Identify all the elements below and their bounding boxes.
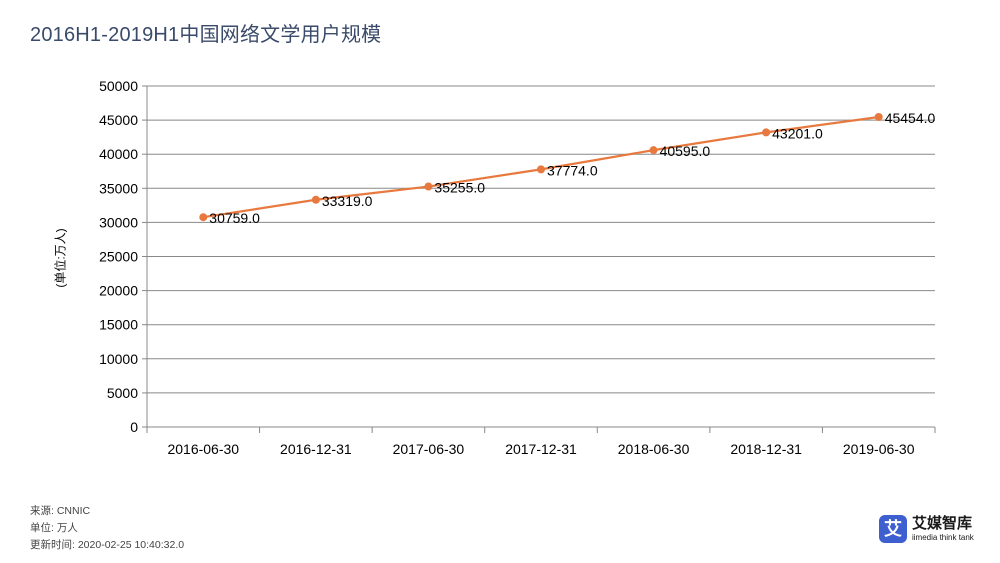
x-tick-label: 2018-12-31	[730, 441, 802, 457]
y-tick-label: 30000	[99, 214, 138, 230]
y-tick-label: 25000	[99, 249, 138, 265]
data-point	[424, 182, 433, 191]
data-label: 35255.0	[434, 180, 485, 196]
updated-note: 更新时间: 2020-02-25 10:40:32.0	[30, 539, 185, 551]
data-label: 33319.0	[322, 193, 373, 209]
x-tick-label: 2019-06-30	[843, 441, 915, 457]
iimedia-logo: 艾 艾媒智库 iimedia think tank	[879, 515, 979, 543]
y-tick-label: 45000	[99, 112, 138, 128]
x-tick-label: 2017-06-30	[393, 441, 465, 457]
chart-footer: 来源: CNNIC 单位: 万人 更新时间: 2020-02-25 10:40:…	[30, 503, 184, 554]
logo-badge-icon: 艾	[879, 515, 907, 543]
y-tick-label: 35000	[99, 180, 138, 196]
data-label: 43201.0	[772, 125, 823, 141]
x-tick-label: 2018-06-30	[618, 441, 690, 457]
data-point	[649, 146, 658, 155]
x-tick-label: 2016-12-31	[280, 441, 352, 457]
source-note: 来源: CNNIC	[30, 505, 91, 517]
data-label: 40595.0	[660, 143, 711, 159]
data-point	[537, 165, 545, 174]
data-point	[874, 113, 883, 122]
data-label: 37774.0	[547, 162, 598, 178]
y-tick-label: 10000	[99, 351, 138, 367]
y-tick-label: 0	[130, 419, 138, 435]
x-tick-label: 2016-06-30	[167, 441, 239, 457]
data-point	[199, 213, 208, 222]
data-point	[311, 195, 320, 204]
x-tick-label: 2017-12-31	[505, 441, 577, 457]
data-label: 45454.0	[885, 110, 936, 126]
logo-english-name: iimedia think tank	[912, 533, 974, 542]
y-tick-label: 20000	[99, 283, 138, 299]
data-label: 30759.0	[209, 210, 260, 226]
y-tick-label: 50000	[99, 78, 138, 94]
logo-name: 艾媒智库	[912, 515, 973, 532]
chart-title: 2016H1-2019H1中国网络文学用户规模	[30, 24, 382, 46]
unit-note: 单位: 万人	[30, 522, 78, 534]
y-tick-label: 40000	[99, 146, 138, 162]
data-point	[762, 128, 771, 137]
y-tick-label: 15000	[99, 317, 138, 333]
y-tick-label: 5000	[107, 385, 138, 401]
